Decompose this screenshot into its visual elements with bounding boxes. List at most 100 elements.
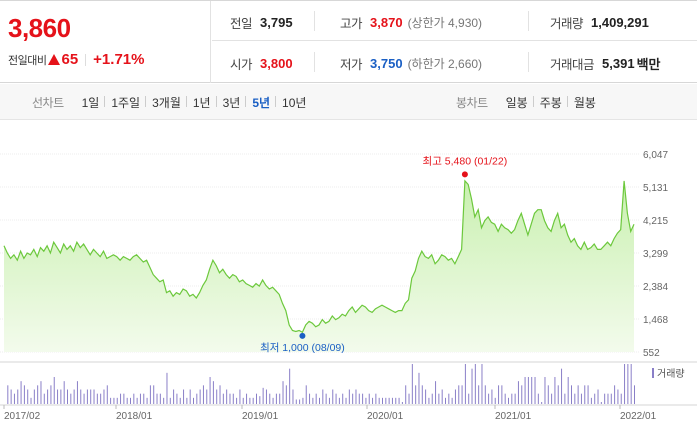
volume-bar	[47, 389, 49, 404]
volume-bar	[577, 385, 579, 404]
period-1y[interactable]: 1년	[185, 94, 217, 111]
volume-bar	[494, 397, 496, 404]
volume-bar	[23, 385, 25, 404]
volume-bar	[382, 397, 383, 404]
volume-bar	[521, 385, 523, 404]
up-arrow-icon	[48, 54, 61, 65]
volume-bar	[574, 393, 576, 404]
volume-bar	[202, 385, 204, 404]
divider	[528, 52, 529, 72]
volume-bar	[362, 393, 364, 404]
volume-bar	[604, 393, 606, 404]
price-chart[interactable]: 6,047 5,131 4,215 3,299 2,384 1,468 552 최고 5,4…	[0, 146, 697, 441]
volume-bar	[116, 397, 118, 404]
high-value: 3,870	[370, 15, 403, 30]
volume-bar	[176, 393, 178, 404]
divider	[528, 11, 529, 31]
volume-bar	[557, 385, 559, 404]
volume-bar	[133, 393, 135, 404]
volume-bar	[345, 397, 347, 404]
volume-bar	[431, 393, 433, 404]
volume-bar	[50, 385, 52, 404]
volume-bar	[242, 397, 244, 404]
volume-bar	[113, 397, 115, 404]
candle-daily[interactable]: 일봉	[505, 95, 528, 110]
prev-close-value: 3,795	[260, 15, 293, 30]
volume-bar	[445, 397, 446, 404]
lower-limit: (하한가 2,660)	[407, 57, 483, 71]
period-10y[interactable]: 10년	[275, 94, 312, 111]
volume-bar	[146, 397, 148, 404]
volume-bar	[385, 397, 387, 404]
volume-bar	[289, 368, 291, 404]
volume-bar	[627, 364, 629, 404]
volume-bar	[580, 393, 582, 404]
period-1w[interactable]: 1주일	[104, 94, 146, 111]
volume-bar	[159, 393, 161, 404]
candle-monthly[interactable]: 월봉	[566, 94, 602, 111]
volume-bar	[355, 389, 357, 404]
period-3y[interactable]: 3년	[215, 94, 247, 111]
min-price-label: 최저 1,000 (08/09)	[260, 342, 345, 354]
volume-bar	[491, 389, 493, 404]
volume-bar	[607, 393, 609, 404]
volume-bar	[504, 393, 506, 404]
volume-bar	[275, 393, 277, 404]
volume-bar	[37, 385, 39, 404]
volume-bar	[100, 393, 102, 404]
volume-bar	[265, 389, 267, 404]
volume-bar	[395, 397, 397, 404]
volume-bar	[544, 377, 546, 404]
volume-bar	[474, 364, 476, 404]
volume-bar	[594, 393, 596, 404]
line-chart-periods: 선차트 1일 1주일 3개월 1년 3년 5년 10년	[32, 84, 312, 120]
volume-bar	[517, 381, 519, 404]
volume-bar	[415, 385, 417, 404]
volume-bar	[534, 377, 536, 404]
volume-bar	[597, 389, 599, 404]
volume-bar	[624, 364, 626, 404]
volume-bar	[541, 402, 543, 404]
volume-bars	[7, 364, 635, 404]
volume-bar	[239, 389, 241, 404]
volume-bar	[481, 364, 483, 404]
volume-bar	[63, 381, 65, 404]
volume-bar	[226, 389, 228, 404]
volume-bar	[236, 397, 238, 404]
volume-bar	[461, 385, 463, 404]
volume-bar	[86, 389, 88, 404]
max-price-marker	[461, 171, 468, 178]
volume-bar	[388, 397, 390, 404]
stats-row-1: 전일 3,795 고가 3,870 (상한가 4,930) 거래량 1,409,…	[212, 1, 697, 41]
volume-bar	[438, 393, 440, 404]
period-1d[interactable]: 1일	[81, 95, 100, 110]
volume-bar	[232, 393, 234, 404]
volume-bar	[156, 393, 158, 404]
open-value: 3,800	[260, 56, 293, 71]
candle-weekly[interactable]: 주봉	[532, 94, 568, 111]
high-price: 고가 3,870 (상한가 4,930)	[340, 13, 482, 32]
volume-legend: 거래량	[657, 368, 685, 380]
volume-bar	[17, 389, 19, 404]
volume-bar	[40, 381, 42, 404]
volume-bar	[292, 389, 294, 404]
volume-bar	[57, 389, 59, 404]
volume-bar	[319, 397, 320, 404]
volume-bar	[405, 385, 407, 404]
volume-bar	[199, 389, 201, 404]
volume-bar	[299, 399, 301, 404]
volume-bar	[561, 368, 563, 404]
volume-bar	[302, 397, 304, 404]
volume-bar	[206, 389, 208, 404]
volume-bar	[196, 393, 198, 404]
divider	[85, 53, 87, 66]
period-5y[interactable]: 5년	[245, 94, 276, 111]
change-label: 전일대비	[8, 54, 47, 67]
period-3m[interactable]: 3개월	[145, 94, 187, 111]
volume-bar	[30, 397, 32, 404]
candle-chart-title: 봉차트	[456, 95, 488, 110]
change-percent: +1.71%	[93, 51, 145, 68]
volume-bar	[514, 393, 516, 404]
volume-bar	[448, 393, 450, 404]
volume-bar	[103, 389, 105, 404]
